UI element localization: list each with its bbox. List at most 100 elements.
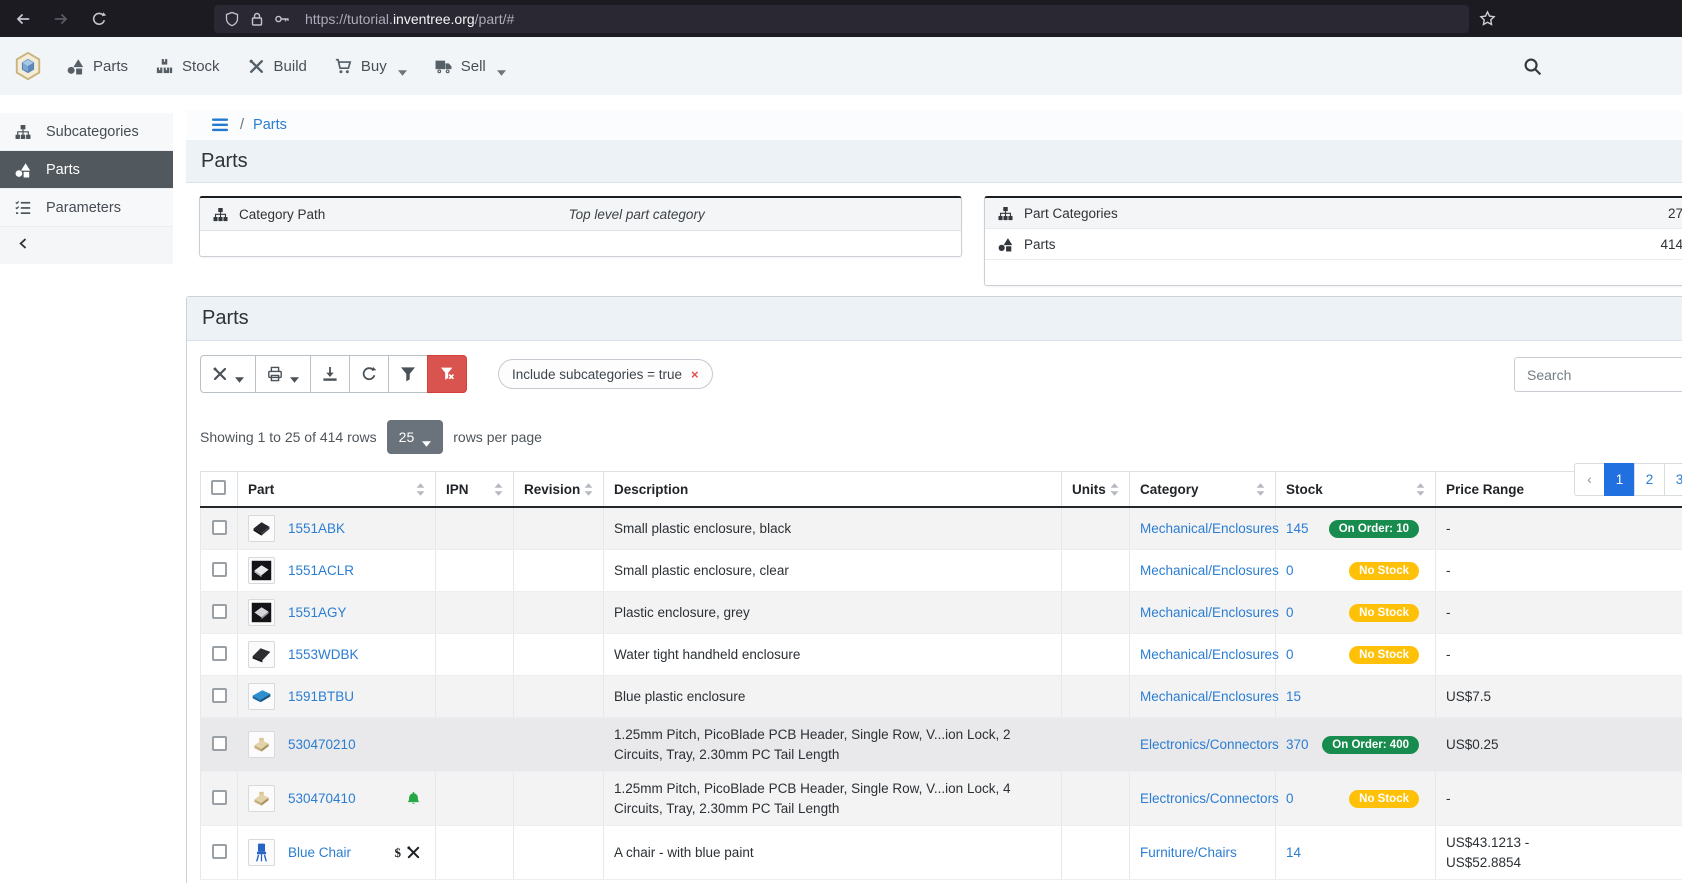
part-link[interactable]: 1551AGY	[288, 605, 347, 620]
part-link[interactable]: 530470210	[288, 737, 356, 753]
navbar-item-sell[interactable]: Sell	[435, 58, 506, 76]
table-search-input[interactable]	[1514, 357, 1682, 392]
lock-icon[interactable]	[249, 11, 265, 27]
pagination-page-1[interactable]: 1	[1604, 463, 1635, 496]
inventree-logo[interactable]	[13, 51, 43, 81]
part-thumbnail-chair	[248, 839, 275, 867]
table-row[interactable]: 530470210 1.25mm Pitch, PicoBlade PCB Hea…	[200, 717, 1682, 773]
parts-table-panel: Parts Include subcategories = true × Sho…	[186, 296, 1682, 883]
category-link[interactable]: Mechanical/Enclosures	[1140, 521, 1279, 536]
column-header-part[interactable]: Part	[237, 471, 436, 508]
navbar-item-stock[interactable]: Stock	[156, 58, 220, 75]
page-size-dropdown[interactable]: 25	[386, 420, 444, 454]
sort-icon[interactable]	[416, 482, 425, 496]
category-link[interactable]: Mechanical/Enclosures	[1140, 647, 1279, 662]
print-actions-button[interactable]	[255, 355, 311, 393]
refresh-table-button[interactable]	[349, 355, 389, 393]
table-row[interactable]: 530470410 1.25mm Pitch, PicoBlade PCB Hea…	[200, 771, 1682, 827]
table-filters-button[interactable]	[388, 355, 428, 393]
sort-icon[interactable]	[1416, 482, 1425, 496]
stock-count-link[interactable]: 0	[1286, 791, 1294, 807]
rows-per-page-label: rows per page	[453, 429, 542, 445]
table-row[interactable]: 1591BTBU Blue plastic enclosure Mechanical…	[200, 675, 1682, 718]
pagination-page-3[interactable]: 3	[1664, 463, 1682, 496]
table-row[interactable]: 1551AGY Plastic enclosure, grey Mechanical…	[200, 591, 1682, 634]
pagination-prev-button[interactable]: ‹	[1574, 463, 1605, 496]
sidebar-item-label: Parts	[46, 161, 80, 178]
units-cell	[1061, 633, 1130, 676]
url-bar[interactable]: https://tutorial.inventree.org/part/#	[214, 4, 1469, 33]
navbar-item-parts[interactable]: Parts	[67, 58, 128, 75]
bookmark-star-icon[interactable]	[1479, 10, 1496, 27]
category-link[interactable]: Mechanical/Enclosures	[1140, 605, 1279, 620]
forward-button[interactable]	[46, 6, 76, 32]
category-link[interactable]: Mechanical/Enclosures	[1140, 563, 1279, 578]
table-actions-button[interactable]	[200, 355, 256, 393]
navbar-item-buy[interactable]: Buy	[335, 58, 407, 76]
row-checkbox[interactable]	[211, 687, 227, 703]
sidebar-item-subcategories[interactable]: Subcategories	[0, 113, 173, 151]
row-checkbox[interactable]	[211, 735, 227, 751]
column-header-stock[interactable]: Stock	[1275, 471, 1436, 508]
category-link[interactable]: Mechanical/Enclosures	[1140, 689, 1279, 704]
table-row[interactable]: 1551ACLR Small plastic enclosure, clear Me…	[200, 549, 1682, 592]
table-row[interactable]: Blue Chair $ A chair - with blue paint Furn…	[200, 825, 1682, 881]
key-icon[interactable]	[274, 11, 290, 27]
navbar-item-build[interactable]: Build	[248, 58, 307, 75]
sort-icon[interactable]	[584, 482, 593, 496]
table-row[interactable]: 1553WDBK Water tight handheld enclosure Me…	[200, 633, 1682, 676]
row-checkbox[interactable]	[211, 789, 227, 805]
stock-count-link[interactable]: 14	[1286, 845, 1302, 861]
sidebar-item-parts[interactable]: Parts	[0, 151, 173, 189]
category-link[interactable]: Electronics/Connectors	[1140, 791, 1279, 807]
stock-count-link[interactable]: 145	[1286, 521, 1309, 536]
stock-count-link[interactable]: 0	[1286, 563, 1294, 578]
row-checkbox[interactable]	[211, 519, 227, 535]
part-link[interactable]: 530470410	[288, 791, 356, 807]
sidebar-item-parameters[interactable]: Parameters	[0, 189, 173, 227]
stock-count-link[interactable]: 0	[1286, 647, 1294, 662]
category-link[interactable]: Furniture/Chairs	[1140, 845, 1237, 861]
part-description: Small plastic enclosure, black	[603, 507, 1062, 550]
sort-icon[interactable]	[1110, 482, 1119, 496]
remove-filter-icon[interactable]: ×	[690, 366, 699, 382]
row-checkbox[interactable]	[211, 603, 227, 619]
shield-icon[interactable]	[224, 11, 240, 27]
table-row[interactable]: 1551ABK Small plastic enclosure, black Mec…	[200, 507, 1682, 550]
column-header-units[interactable]: Units	[1061, 471, 1130, 508]
download-icon	[322, 366, 338, 382]
row-checkbox[interactable]	[211, 645, 227, 661]
column-header-ipn[interactable]: IPN	[435, 471, 514, 508]
row-checkbox[interactable]	[211, 843, 227, 859]
column-header-category[interactable]: Category	[1129, 471, 1276, 508]
search-icon[interactable]	[1523, 57, 1542, 76]
select-all-checkbox[interactable]	[211, 480, 226, 495]
part-link[interactable]: 1551ABK	[288, 521, 346, 536]
category-link[interactable]: Electronics/Connectors	[1140, 737, 1279, 753]
part-link[interactable]: 1553WDBK	[288, 647, 359, 662]
stock-count-link[interactable]: 0	[1286, 605, 1294, 620]
ipn-cell	[435, 675, 514, 718]
stock-count-link[interactable]: 15	[1286, 689, 1302, 704]
sort-icon[interactable]	[1256, 482, 1265, 496]
sidebar-collapse-button[interactable]	[0, 227, 173, 264]
clear-filters-button[interactable]	[427, 355, 467, 393]
breadcrumb-menu-icon[interactable]	[212, 118, 228, 132]
column-header-revision[interactable]: Revision	[513, 471, 604, 508]
back-button[interactable]	[8, 6, 38, 32]
download-data-button[interactable]	[310, 355, 350, 393]
stock-count-link[interactable]: 370	[1286, 737, 1309, 753]
reload-button[interactable]	[84, 6, 114, 32]
units-cell	[1061, 675, 1130, 718]
part-link[interactable]: 1591BTBU	[288, 689, 355, 704]
part-thumbnail-enclosure-black	[248, 515, 275, 542]
price-range: -	[1435, 633, 1682, 676]
part-link[interactable]: Blue Chair	[288, 845, 352, 861]
breadcrumb-link-parts[interactable]: Parts	[253, 117, 287, 133]
column-header-description[interactable]: Description	[603, 471, 1062, 508]
row-checkbox[interactable]	[211, 561, 227, 577]
pagination-page-2[interactable]: 2	[1634, 463, 1665, 496]
sort-icon[interactable]	[494, 482, 503, 496]
part-link[interactable]: 1551ACLR	[288, 563, 355, 578]
